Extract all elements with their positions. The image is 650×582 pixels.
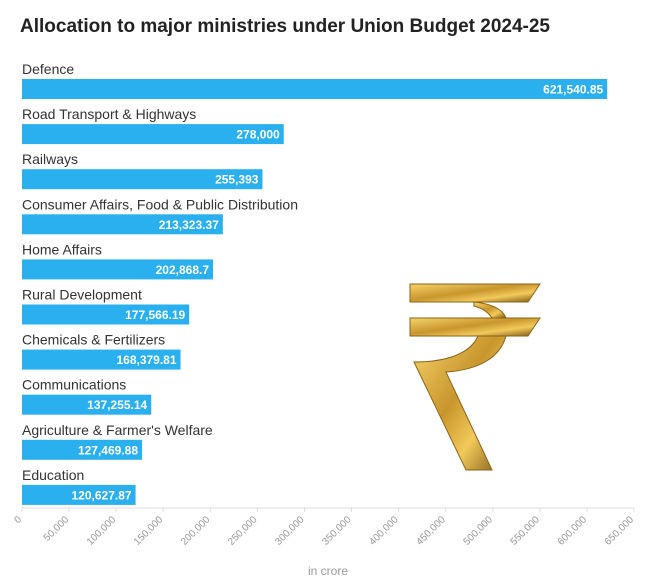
x-tick-label: 550,000 — [509, 514, 543, 548]
x-tick-label: 0 — [12, 514, 24, 526]
bar-value-label: 120,627.87 — [72, 488, 132, 502]
bar-value-label: 202,868.7 — [156, 263, 210, 277]
bar-value-label: 177,566.19 — [125, 308, 185, 322]
category-label: Road Transport & Highways — [22, 106, 196, 122]
x-tick-label: 450,000 — [414, 514, 448, 548]
category-label: Communications — [22, 377, 126, 393]
bar — [22, 214, 223, 235]
bars-layer: Defence 621,540.85 Road Transport & Highwa… — [22, 61, 608, 505]
bar — [22, 484, 136, 505]
bar — [22, 394, 152, 415]
bar-value-label: 213,323.37 — [159, 218, 219, 232]
x-tick-label: 650,000 — [603, 514, 637, 548]
bar-value-label: 168,379.81 — [116, 353, 176, 367]
x-tick-label: 200,000 — [179, 514, 213, 548]
category-label: Education — [22, 467, 84, 483]
bar — [22, 169, 263, 190]
category-label: Chemicals & Fertilizers — [22, 332, 165, 348]
x-axis-title: in crore — [308, 564, 348, 578]
x-tick-label: 300,000 — [273, 514, 307, 548]
x-tick-label: 500,000 — [462, 514, 496, 548]
bar — [22, 439, 143, 460]
category-label: Home Affairs — [22, 241, 102, 257]
bar-value-label: 255,393 — [215, 173, 259, 187]
category-label: Consumer Affairs, Food & Public Distribu… — [22, 196, 298, 212]
bar — [22, 124, 284, 145]
category-label: Railways — [22, 151, 78, 167]
bar — [22, 304, 190, 325]
x-tick-label: 150,000 — [132, 514, 166, 548]
category-label: Defence — [22, 61, 74, 77]
x-tick-label: 100,000 — [85, 514, 119, 548]
rupee-symbol-icon — [409, 283, 541, 471]
chart-title: Allocation to major ministries under Uni… — [20, 16, 550, 37]
category-label: Agriculture & Farmer's Welfare — [22, 422, 213, 438]
x-tick-label: 50,000 — [42, 514, 72, 544]
bar-value-label: 621,540.85 — [543, 83, 603, 97]
bar — [22, 259, 214, 280]
bar-value-label: 127,469.88 — [78, 443, 138, 457]
x-tick-label: 600,000 — [556, 514, 590, 548]
bar — [22, 79, 608, 99]
bar-value-label: 278,000 — [236, 128, 280, 142]
bar-value-label: 137,255.14 — [87, 398, 147, 412]
category-label: Rural Development — [22, 287, 142, 303]
x-tick-label: 400,000 — [367, 514, 401, 548]
x-tick-label: 250,000 — [226, 514, 260, 548]
x-tick-label: 350,000 — [320, 514, 354, 548]
bar — [22, 349, 181, 370]
x-axis: 0 50,000 100,000 150,000 200,000 250,000 300,0… — [12, 507, 637, 548]
